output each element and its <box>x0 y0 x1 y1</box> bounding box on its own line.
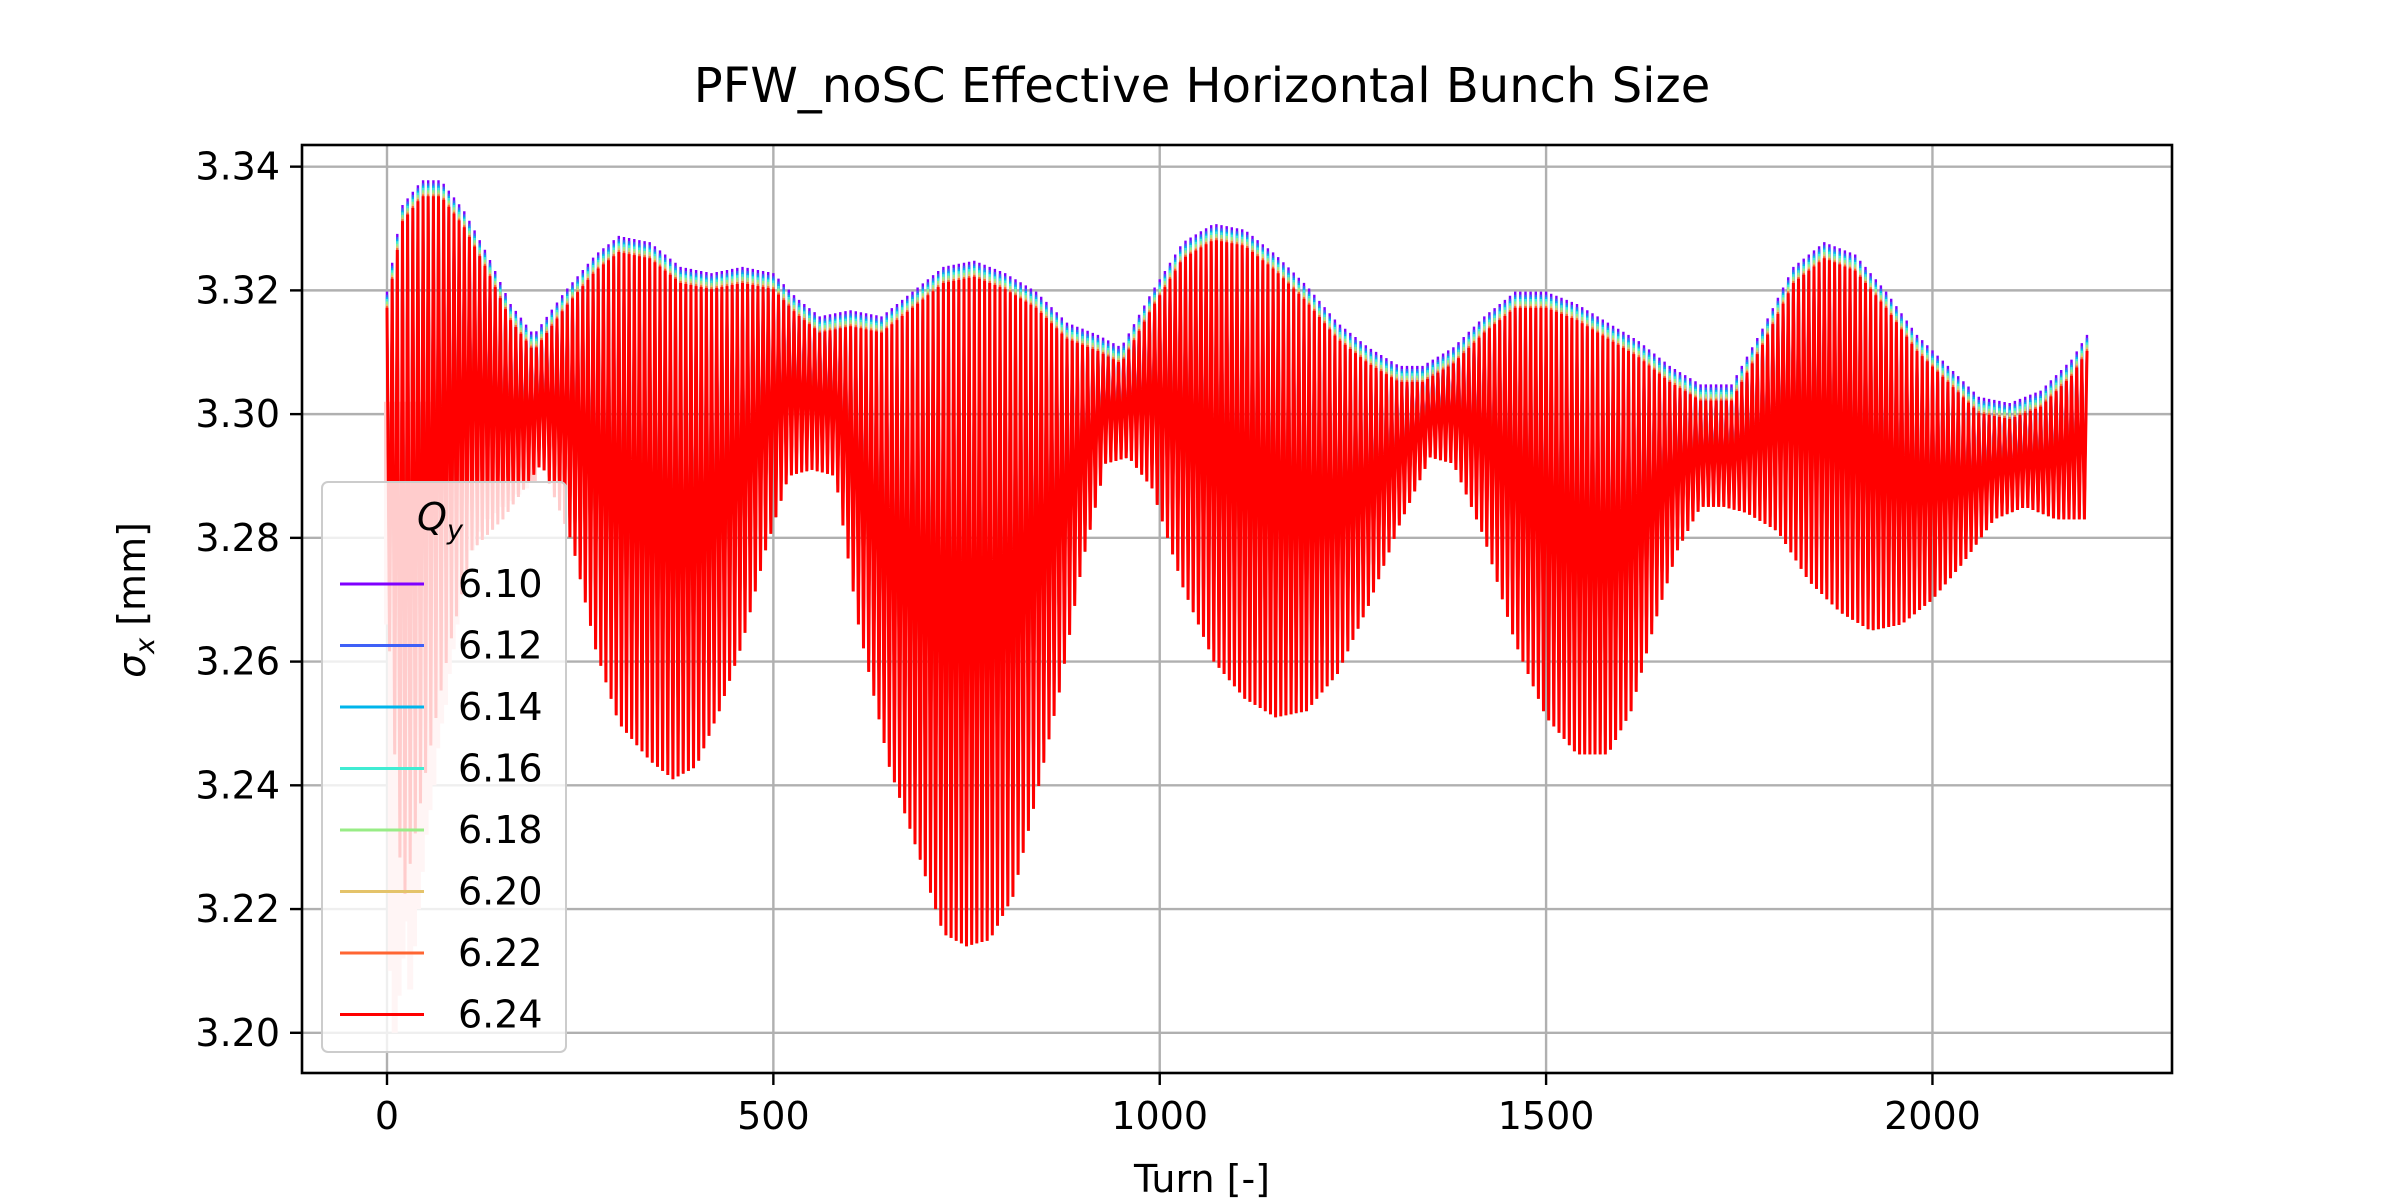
series-line-6.20 <box>385 192 2089 947</box>
series-line-6.12 <box>385 183 2089 947</box>
legend-title: Qy <box>417 495 464 546</box>
y-tick-label: 3.26 <box>195 640 280 684</box>
series-line-6.10 <box>385 180 2089 947</box>
chart-title: PFW_noSC Effective Horizontal Bunch Size <box>694 58 1710 114</box>
legend-frame <box>321 481 567 1053</box>
y-axis-label: σx [mm] <box>110 522 161 678</box>
y-tick-label: 3.24 <box>195 763 280 807</box>
axes-frame <box>300 143 2174 1075</box>
y-tick-label: 3.28 <box>195 516 280 560</box>
x-tick-label: 500 <box>737 1094 810 1138</box>
y-tick-label: 3.20 <box>195 1011 280 1055</box>
legend-label-6.20: 6.20 <box>458 870 543 914</box>
x-tick-label: 1500 <box>1498 1094 1595 1138</box>
legend-title-subscript: y <box>446 515 464 546</box>
series-line-6.24 <box>385 196 2089 947</box>
y-axis-label-subscript: x <box>130 637 161 655</box>
legend-label-6.16: 6.16 <box>458 747 543 791</box>
series-line-6.22 <box>385 194 2089 947</box>
axes: 0 500 1000 1500 2000 3.20 3.22 3.24 3.26 3.28 3.30… <box>195 143 2174 1138</box>
series-line-6.14 <box>385 185 2089 947</box>
y-tick-label: 3.34 <box>195 145 280 189</box>
y-tick-label: 3.30 <box>195 392 280 436</box>
series-line-6.18 <box>385 190 2089 947</box>
y-tick-label: 3.32 <box>195 268 280 312</box>
legend-title-symbol: Q <box>417 495 447 539</box>
legend-label-6.10: 6.10 <box>458 562 543 606</box>
legend: Qy 6.10 6.12 6.14 6.16 6.18 6.20 6.22 6.24 <box>321 481 567 1053</box>
x-axis-label: Turn [-] <box>1133 1157 1270 1200</box>
legend-label-6.14: 6.14 <box>458 685 543 729</box>
x-tick-label: 2000 <box>1884 1094 1981 1138</box>
plot-area <box>302 145 2172 1073</box>
x-tick-label: 1000 <box>1111 1094 1208 1138</box>
legend-label-6.18: 6.18 <box>458 808 543 852</box>
x-tick-label: 0 <box>375 1094 399 1138</box>
y-axis-label-unit: [mm] <box>110 522 154 638</box>
y-axis-label-symbol: σ <box>110 652 154 678</box>
legend-label-6.22: 6.22 <box>458 931 543 975</box>
legend-label-6.24: 6.24 <box>458 993 543 1037</box>
y-tick-label: 3.22 <box>195 887 280 931</box>
series-line-6.16 <box>385 187 2089 947</box>
legend-label-6.12: 6.12 <box>458 624 543 668</box>
